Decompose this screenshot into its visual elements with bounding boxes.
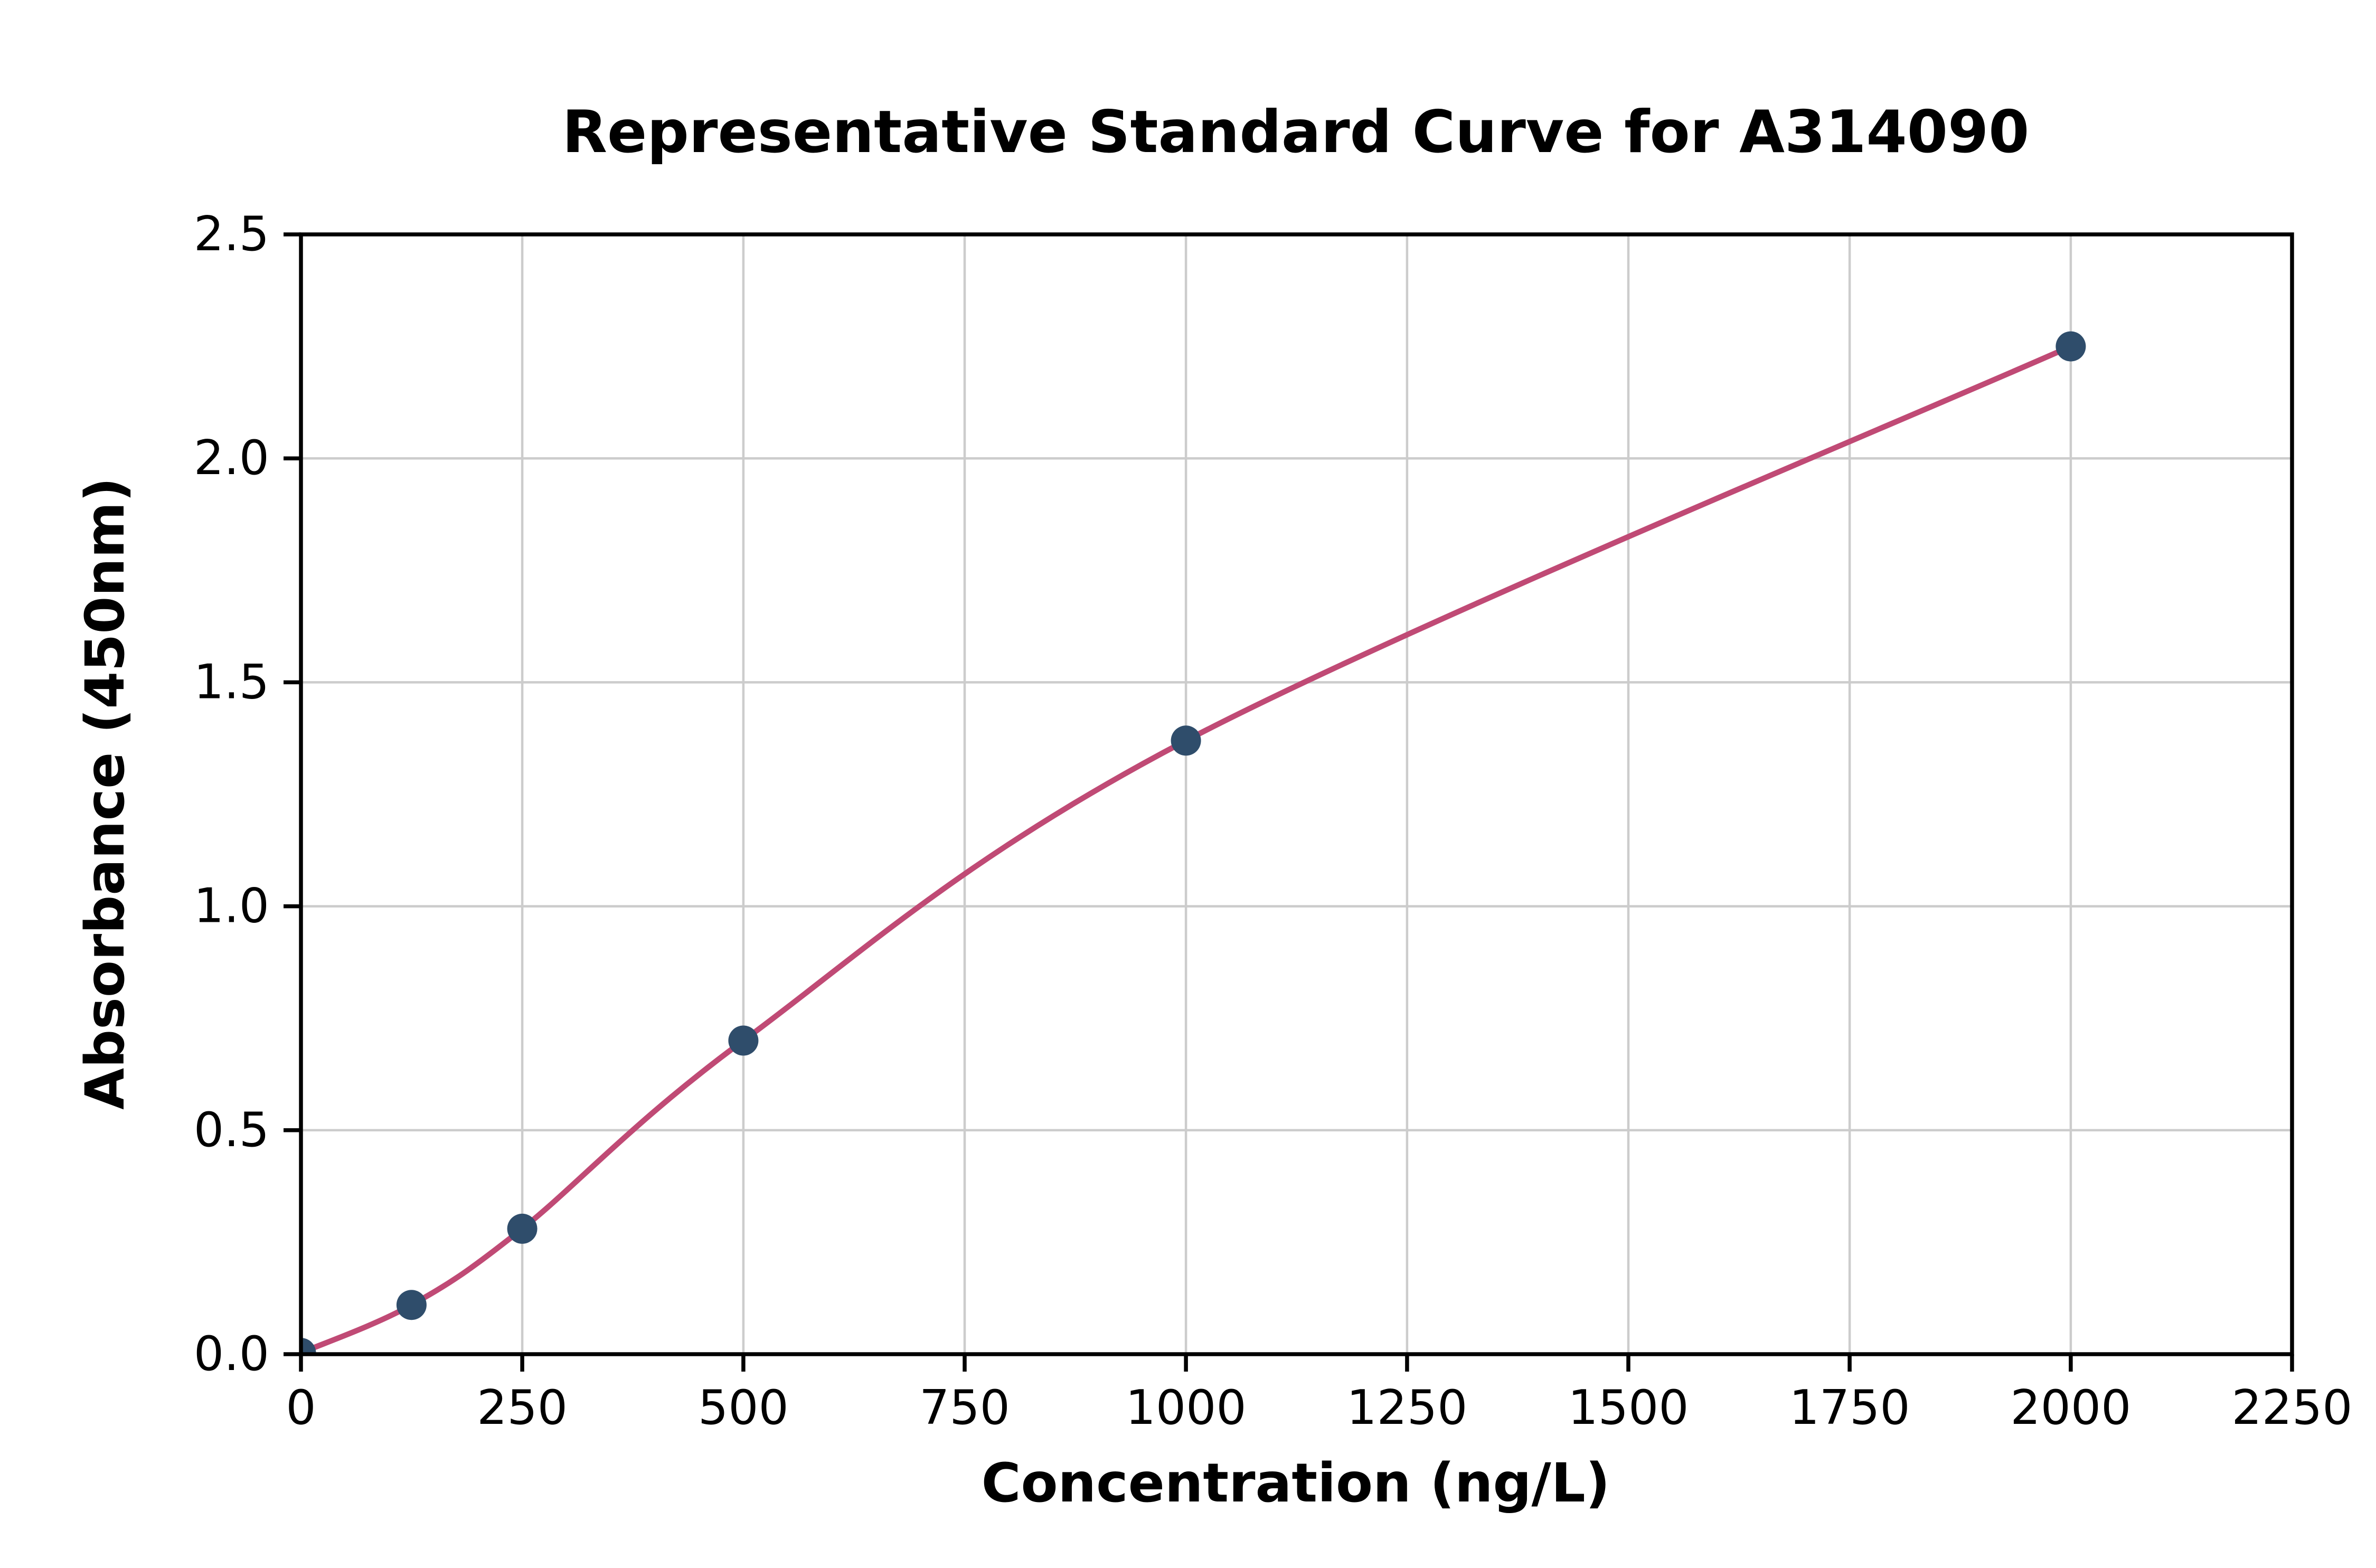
frame-layer <box>299 232 2294 1356</box>
x-tick-label: 750 <box>919 1380 1010 1435</box>
x-tick-label: 1750 <box>1789 1380 1910 1435</box>
x-tick-label: 1250 <box>1346 1380 1467 1435</box>
data-point-marker <box>507 1213 538 1244</box>
y-tick-label: 2.0 <box>194 430 269 486</box>
chart-title: Representative Standard Curve for A31409… <box>562 98 2030 166</box>
x-axis-label: Concentration (ng/L) <box>982 1452 1610 1515</box>
x-tick-label: 2250 <box>2231 1380 2352 1435</box>
grid-layer <box>299 233 2294 1356</box>
y-tick-label: 0.5 <box>194 1102 269 1158</box>
x-tick-label: 250 <box>477 1380 568 1435</box>
y-tick-label: 1.0 <box>194 879 269 934</box>
y-tick-label: 1.5 <box>194 654 269 710</box>
standard-curve-line <box>301 343 2074 1354</box>
data-point-marker <box>396 1290 427 1320</box>
x-tick-label: 1500 <box>1568 1380 1689 1435</box>
data-layer <box>301 331 2086 1354</box>
data-point-marker <box>2056 331 2086 362</box>
x-tick-label: 0 <box>286 1380 316 1435</box>
x-tick-label: 1000 <box>1126 1380 1247 1435</box>
data-point-marker <box>301 1338 316 1354</box>
y-tick-label: 0.0 <box>194 1326 269 1382</box>
x-tick-label: 500 <box>698 1380 789 1435</box>
tick-layer: 0 250 500 750 1000 1250 1500 1750 2000 2250 0.0 0.5… <box>194 206 2353 1435</box>
x-tick-label: 2000 <box>2010 1380 2131 1435</box>
plot-border <box>299 232 2294 1356</box>
data-point-marker <box>1171 725 1201 756</box>
data-point-marker <box>728 1025 759 1056</box>
y-tick-label: 2.5 <box>194 206 269 262</box>
y-axis-label: Absorbance (450nm) <box>74 477 137 1110</box>
